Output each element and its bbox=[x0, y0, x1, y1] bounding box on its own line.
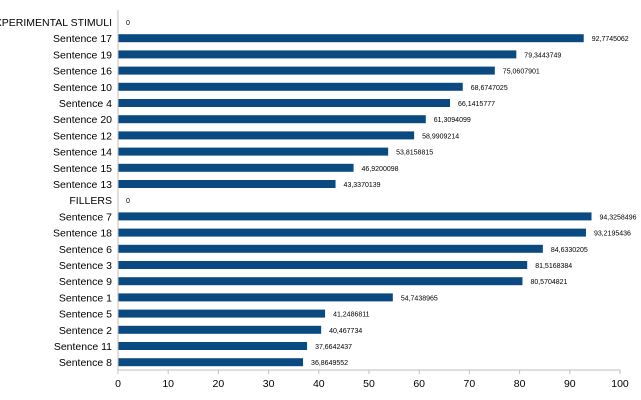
category-label: Sentence 3 bbox=[59, 260, 112, 272]
category-label: Sentence 1 bbox=[59, 292, 112, 304]
category-label: Sentence 12 bbox=[53, 130, 112, 142]
data-label: 53,8158815 bbox=[396, 150, 433, 157]
data-label: 92,7745062 bbox=[592, 36, 629, 43]
bar bbox=[118, 99, 451, 107]
x-tick-label: 30 bbox=[263, 378, 275, 390]
category-label: Sentence 10 bbox=[53, 82, 112, 94]
bar bbox=[118, 309, 326, 318]
category-label: Sentence 13 bbox=[53, 179, 112, 191]
category-label: Sentence 4 bbox=[59, 98, 112, 110]
bar bbox=[118, 342, 308, 350]
category-label: Sentence 8 bbox=[59, 357, 112, 369]
data-label: 36,8649552 bbox=[311, 360, 348, 367]
data-label: 46,9200098 bbox=[362, 166, 399, 173]
data-label: 37,6642437 bbox=[315, 344, 352, 351]
category-label: Sentence 19 bbox=[53, 49, 112, 61]
category-label: FILLERS bbox=[69, 195, 112, 207]
x-tick-label: 40 bbox=[313, 378, 325, 390]
bar bbox=[118, 293, 393, 302]
data-label: 43,3370139 bbox=[344, 182, 381, 189]
category-label: Sentence 6 bbox=[59, 244, 112, 256]
data-label: 0 bbox=[126, 20, 130, 27]
category-label: Sentence 20 bbox=[53, 114, 112, 126]
x-tick-label: 20 bbox=[213, 378, 225, 390]
data-label: 58,9909214 bbox=[422, 133, 459, 140]
data-label: 66,1415777 bbox=[458, 101, 495, 108]
x-tick-label: 10 bbox=[162, 378, 174, 390]
bar bbox=[118, 261, 528, 269]
bar bbox=[118, 212, 592, 221]
data-label: 80,5704821 bbox=[530, 279, 567, 286]
data-label: 0 bbox=[126, 198, 130, 205]
x-tick-label: 90 bbox=[564, 378, 576, 390]
bar bbox=[118, 115, 426, 124]
bar bbox=[118, 180, 336, 188]
category-label: Sentence 16 bbox=[53, 66, 112, 78]
bar bbox=[118, 277, 523, 286]
value-labels: 0 92,7745062 79,3443749 75,0607901 68,674702… bbox=[126, 20, 637, 367]
category-label: Sentence 5 bbox=[59, 309, 112, 321]
x-tick-label: 100 bbox=[611, 378, 629, 390]
data-label: 84,6330205 bbox=[551, 247, 588, 254]
data-label: 94,3258496 bbox=[600, 214, 637, 221]
category-label: Sentence 17 bbox=[53, 33, 112, 45]
data-label: 75,0607901 bbox=[503, 69, 540, 76]
data-label: 68,6747025 bbox=[471, 85, 508, 92]
bar bbox=[118, 358, 304, 367]
category-label: Sentence 14 bbox=[53, 147, 112, 159]
data-label: 40,467734 bbox=[329, 328, 362, 335]
bar bbox=[118, 147, 389, 156]
x-axis-ticks: 0 10 20 30 40 50 60 70 80 90 100 bbox=[115, 370, 629, 390]
bar bbox=[118, 82, 463, 91]
category-label: Sentence 2 bbox=[59, 325, 112, 337]
x-tick-label: 60 bbox=[413, 378, 425, 390]
bar bbox=[118, 50, 517, 59]
category-label: EXPERIMENTAL STIMULI bbox=[0, 17, 112, 29]
data-label: 79,3443749 bbox=[524, 52, 561, 59]
x-tick-label: 70 bbox=[464, 378, 476, 390]
x-tick-label: 0 bbox=[115, 378, 121, 390]
data-label: 93,2195436 bbox=[594, 231, 631, 238]
category-label: Sentence 11 bbox=[54, 341, 112, 353]
data-label: 41,2486811 bbox=[333, 312, 370, 319]
x-tick-label: 80 bbox=[514, 378, 526, 390]
data-label: 61,3094099 bbox=[434, 117, 471, 124]
x-tick-label: 50 bbox=[363, 378, 375, 390]
bar bbox=[118, 244, 543, 253]
bar bbox=[118, 163, 354, 172]
data-label: 81,5168384 bbox=[535, 263, 572, 270]
category-label: Sentence 18 bbox=[53, 228, 112, 240]
bar bbox=[118, 228, 586, 237]
bar bbox=[118, 325, 322, 334]
category-label: Sentence 7 bbox=[59, 211, 112, 223]
category-label: Sentence 15 bbox=[53, 163, 112, 175]
bar bbox=[118, 131, 415, 140]
category-labels: EXPERIMENTAL STIMULI Sentence 17 Sentence … bbox=[0, 17, 112, 369]
bar bbox=[118, 66, 495, 75]
data-label: 54,7438965 bbox=[401, 295, 438, 302]
bar bbox=[118, 34, 584, 43]
category-label: Sentence 9 bbox=[59, 276, 112, 288]
bars-layer bbox=[118, 34, 592, 367]
